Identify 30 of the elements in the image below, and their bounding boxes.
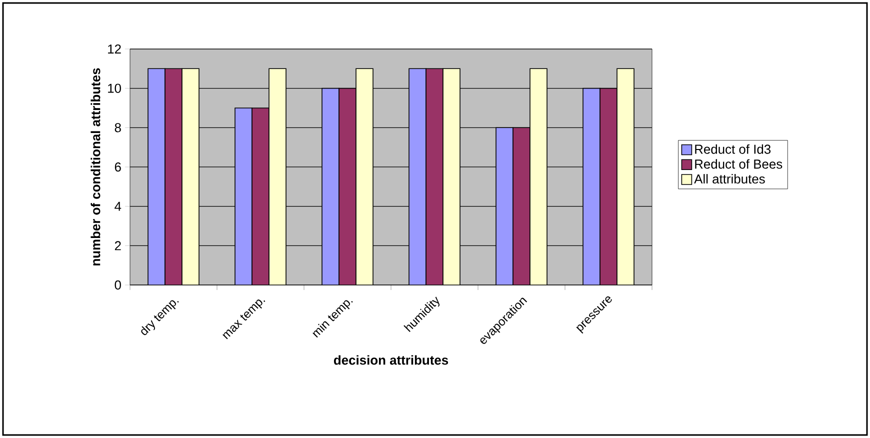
bar (600, 88, 618, 285)
bar (426, 68, 444, 285)
y-tick-label: 12 (108, 44, 121, 54)
y-tick-label: 8 (114, 123, 121, 132)
bar (164, 68, 182, 285)
bar (252, 108, 270, 285)
bar (182, 68, 200, 285)
legend-label: All attributes (694, 174, 765, 184)
y-axis-title: number of conditional attributes (90, 68, 100, 266)
bar (442, 68, 460, 285)
y-tick-label: 6 (114, 162, 121, 172)
x-axis-title: decision attributes (334, 355, 448, 365)
bar (148, 68, 166, 285)
bar (356, 68, 374, 285)
bar (234, 108, 252, 285)
bar (408, 68, 426, 285)
y-tick-label: 10 (108, 84, 121, 93)
bar (338, 88, 356, 285)
legend-label: Reduct of Bees (695, 159, 782, 169)
bar (582, 88, 600, 285)
legend-label: Reduct of Id3 (695, 144, 771, 154)
bar (268, 68, 286, 285)
bar (512, 127, 530, 285)
y-tick-label: 0 (114, 280, 121, 290)
bar (322, 88, 340, 285)
bar (496, 127, 514, 285)
y-tick-label: 4 (114, 202, 122, 211)
y-tick-label: 2 (114, 241, 121, 250)
bar (530, 68, 548, 285)
bar (616, 68, 634, 285)
